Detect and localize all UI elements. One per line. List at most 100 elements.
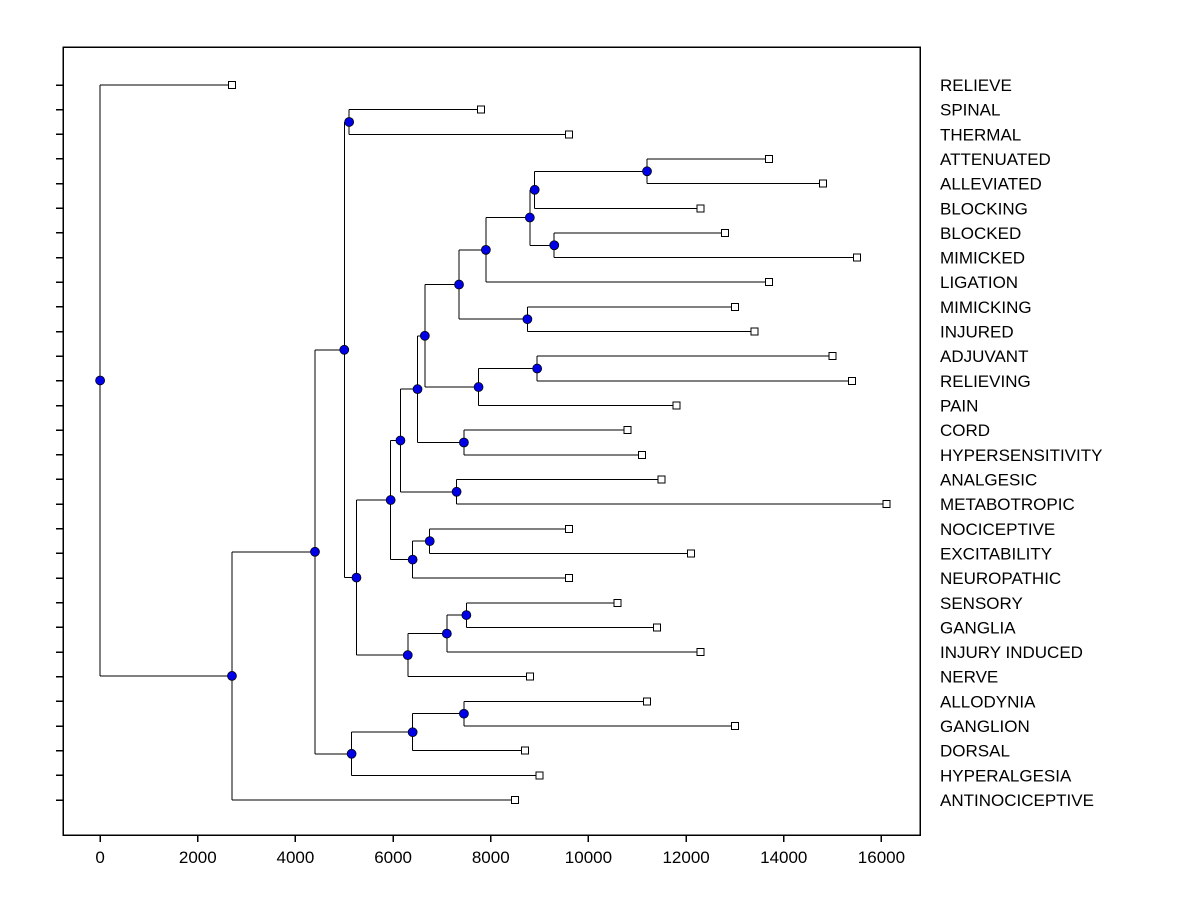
x-axis-tick-label: 8000: [472, 848, 510, 867]
leaf-marker: [730, 722, 739, 731]
leaf-marker: [652, 623, 661, 632]
leaf-marker: [848, 376, 857, 385]
leaf-label: NEUROPATHIC: [940, 569, 1061, 588]
leaf-label: GANGLION: [940, 717, 1030, 736]
leaf-label: MIMICKING: [940, 298, 1032, 317]
cluster-node-marker: [419, 330, 430, 341]
leaf-marker: [828, 352, 837, 361]
cluster-node-marker: [346, 748, 357, 759]
leaf-marker: [721, 228, 730, 237]
cluster-node-marker: [549, 240, 560, 251]
cluster-node-marker: [459, 437, 469, 448]
leaf-label: RELIEVE: [940, 76, 1012, 95]
cluster-node-marker: [424, 536, 435, 546]
leaf-marker: [477, 105, 486, 114]
x-axis-tick-label: 0: [95, 848, 104, 867]
leaf-label: PAIN: [940, 397, 978, 416]
cluster-node-marker: [461, 610, 472, 620]
leaf-marker: [882, 500, 891, 509]
cluster-node-marker: [532, 363, 543, 374]
leaf-marker: [765, 278, 774, 287]
x-axis-tick-label: 12000: [662, 848, 709, 867]
leaf-marker: [564, 130, 573, 139]
cluster-node-marker: [642, 166, 652, 177]
cluster-node-marker: [459, 708, 469, 719]
leaf-marker: [730, 302, 739, 311]
leaf-label: SPINAL: [940, 101, 1000, 120]
leaf-marker: [696, 648, 705, 657]
leaf-label: NOCICEPTIVE: [940, 520, 1055, 539]
leaf-label: BLOCKING: [940, 199, 1028, 218]
cluster-node-marker: [522, 314, 533, 325]
leaf-label: DORSAL: [940, 742, 1010, 761]
leaf-marker: [564, 524, 573, 533]
x-axis-tick-label: 16000: [858, 848, 905, 867]
cluster-node-marker: [524, 212, 535, 223]
plot-border: [62, 46, 921, 836]
cluster-node-marker: [529, 184, 540, 195]
leaf-marker: [643, 697, 652, 706]
leaf-label: INJURY INDUCED: [940, 643, 1083, 662]
leaf-label: ADJUVANT: [940, 347, 1028, 366]
leaf-label: ALLODYNIA: [940, 692, 1036, 711]
leaf-label: ANALGESIC: [940, 470, 1037, 489]
cluster-node-marker: [412, 384, 423, 395]
cluster-node-marker: [339, 344, 350, 355]
cluster-node-marker: [310, 546, 320, 557]
x-axis-tick-label: 14000: [760, 848, 807, 867]
leaf-marker: [511, 796, 520, 804]
leaf-label: ALLEVIATED: [940, 175, 1042, 194]
leaf-marker: [227, 81, 236, 89]
cluster-node-marker: [473, 382, 484, 392]
leaf-marker: [750, 327, 759, 336]
leaf-label: INJURED: [940, 323, 1014, 342]
x-axis-tick-label: 10000: [565, 848, 612, 867]
leaf-label: ATTENUATED: [940, 150, 1051, 169]
cluster-node-marker: [441, 628, 452, 639]
leaf-label: GANGLIA: [940, 618, 1016, 637]
leaf-label: SENSORY: [940, 594, 1023, 613]
cluster-node-marker: [227, 671, 237, 681]
leaf-label: BLOCKED: [940, 224, 1021, 243]
leaf-label: CORD: [940, 421, 990, 440]
leaf-label: HYPERSENSITIVITY: [940, 446, 1102, 465]
leaf-marker: [686, 549, 695, 558]
cluster-node-marker: [451, 486, 462, 497]
leaf-label: THERMAL: [940, 125, 1021, 144]
leaf-marker: [520, 746, 529, 755]
leaf-marker: [613, 598, 622, 607]
cluster-node-marker: [95, 375, 105, 386]
leaf-label: RELIEVING: [940, 372, 1031, 391]
leaf-label: LIGATION: [940, 273, 1018, 292]
cluster-node-marker: [402, 650, 413, 661]
cluster-node-marker: [481, 245, 491, 255]
cluster-node-marker: [385, 495, 396, 505]
leaf-marker: [638, 450, 647, 459]
cluster-node-marker: [407, 554, 418, 565]
leaf-marker: [818, 179, 827, 188]
leaf-marker: [525, 672, 534, 681]
cluster-node-marker: [344, 117, 355, 127]
leaf-marker: [853, 253, 862, 262]
leaf-marker: [696, 204, 705, 213]
cluster-node-marker: [351, 572, 362, 583]
leaf-marker: [672, 401, 681, 410]
cluster-node-marker: [395, 435, 406, 446]
leaf-label: NERVE: [940, 668, 998, 687]
leaf-marker: [535, 771, 544, 780]
x-axis-tick-label: 6000: [374, 848, 412, 867]
leaf-label: ANTINOCICEPTIVE: [940, 791, 1094, 810]
leaf-label: EXCITABILITY: [940, 544, 1052, 563]
leaf-label: MIMICKED: [940, 249, 1025, 268]
cluster-node-marker: [407, 727, 418, 738]
leaf-marker: [564, 574, 573, 583]
x-axis-tick-label: 2000: [179, 848, 217, 867]
leaf-marker: [657, 475, 666, 484]
x-axis-tick-label: 4000: [277, 848, 315, 867]
leaf-label: METABOTROPIC: [940, 495, 1075, 514]
cluster-node-marker: [454, 279, 464, 290]
leaf-marker: [765, 154, 774, 163]
leaf-marker: [623, 426, 632, 435]
